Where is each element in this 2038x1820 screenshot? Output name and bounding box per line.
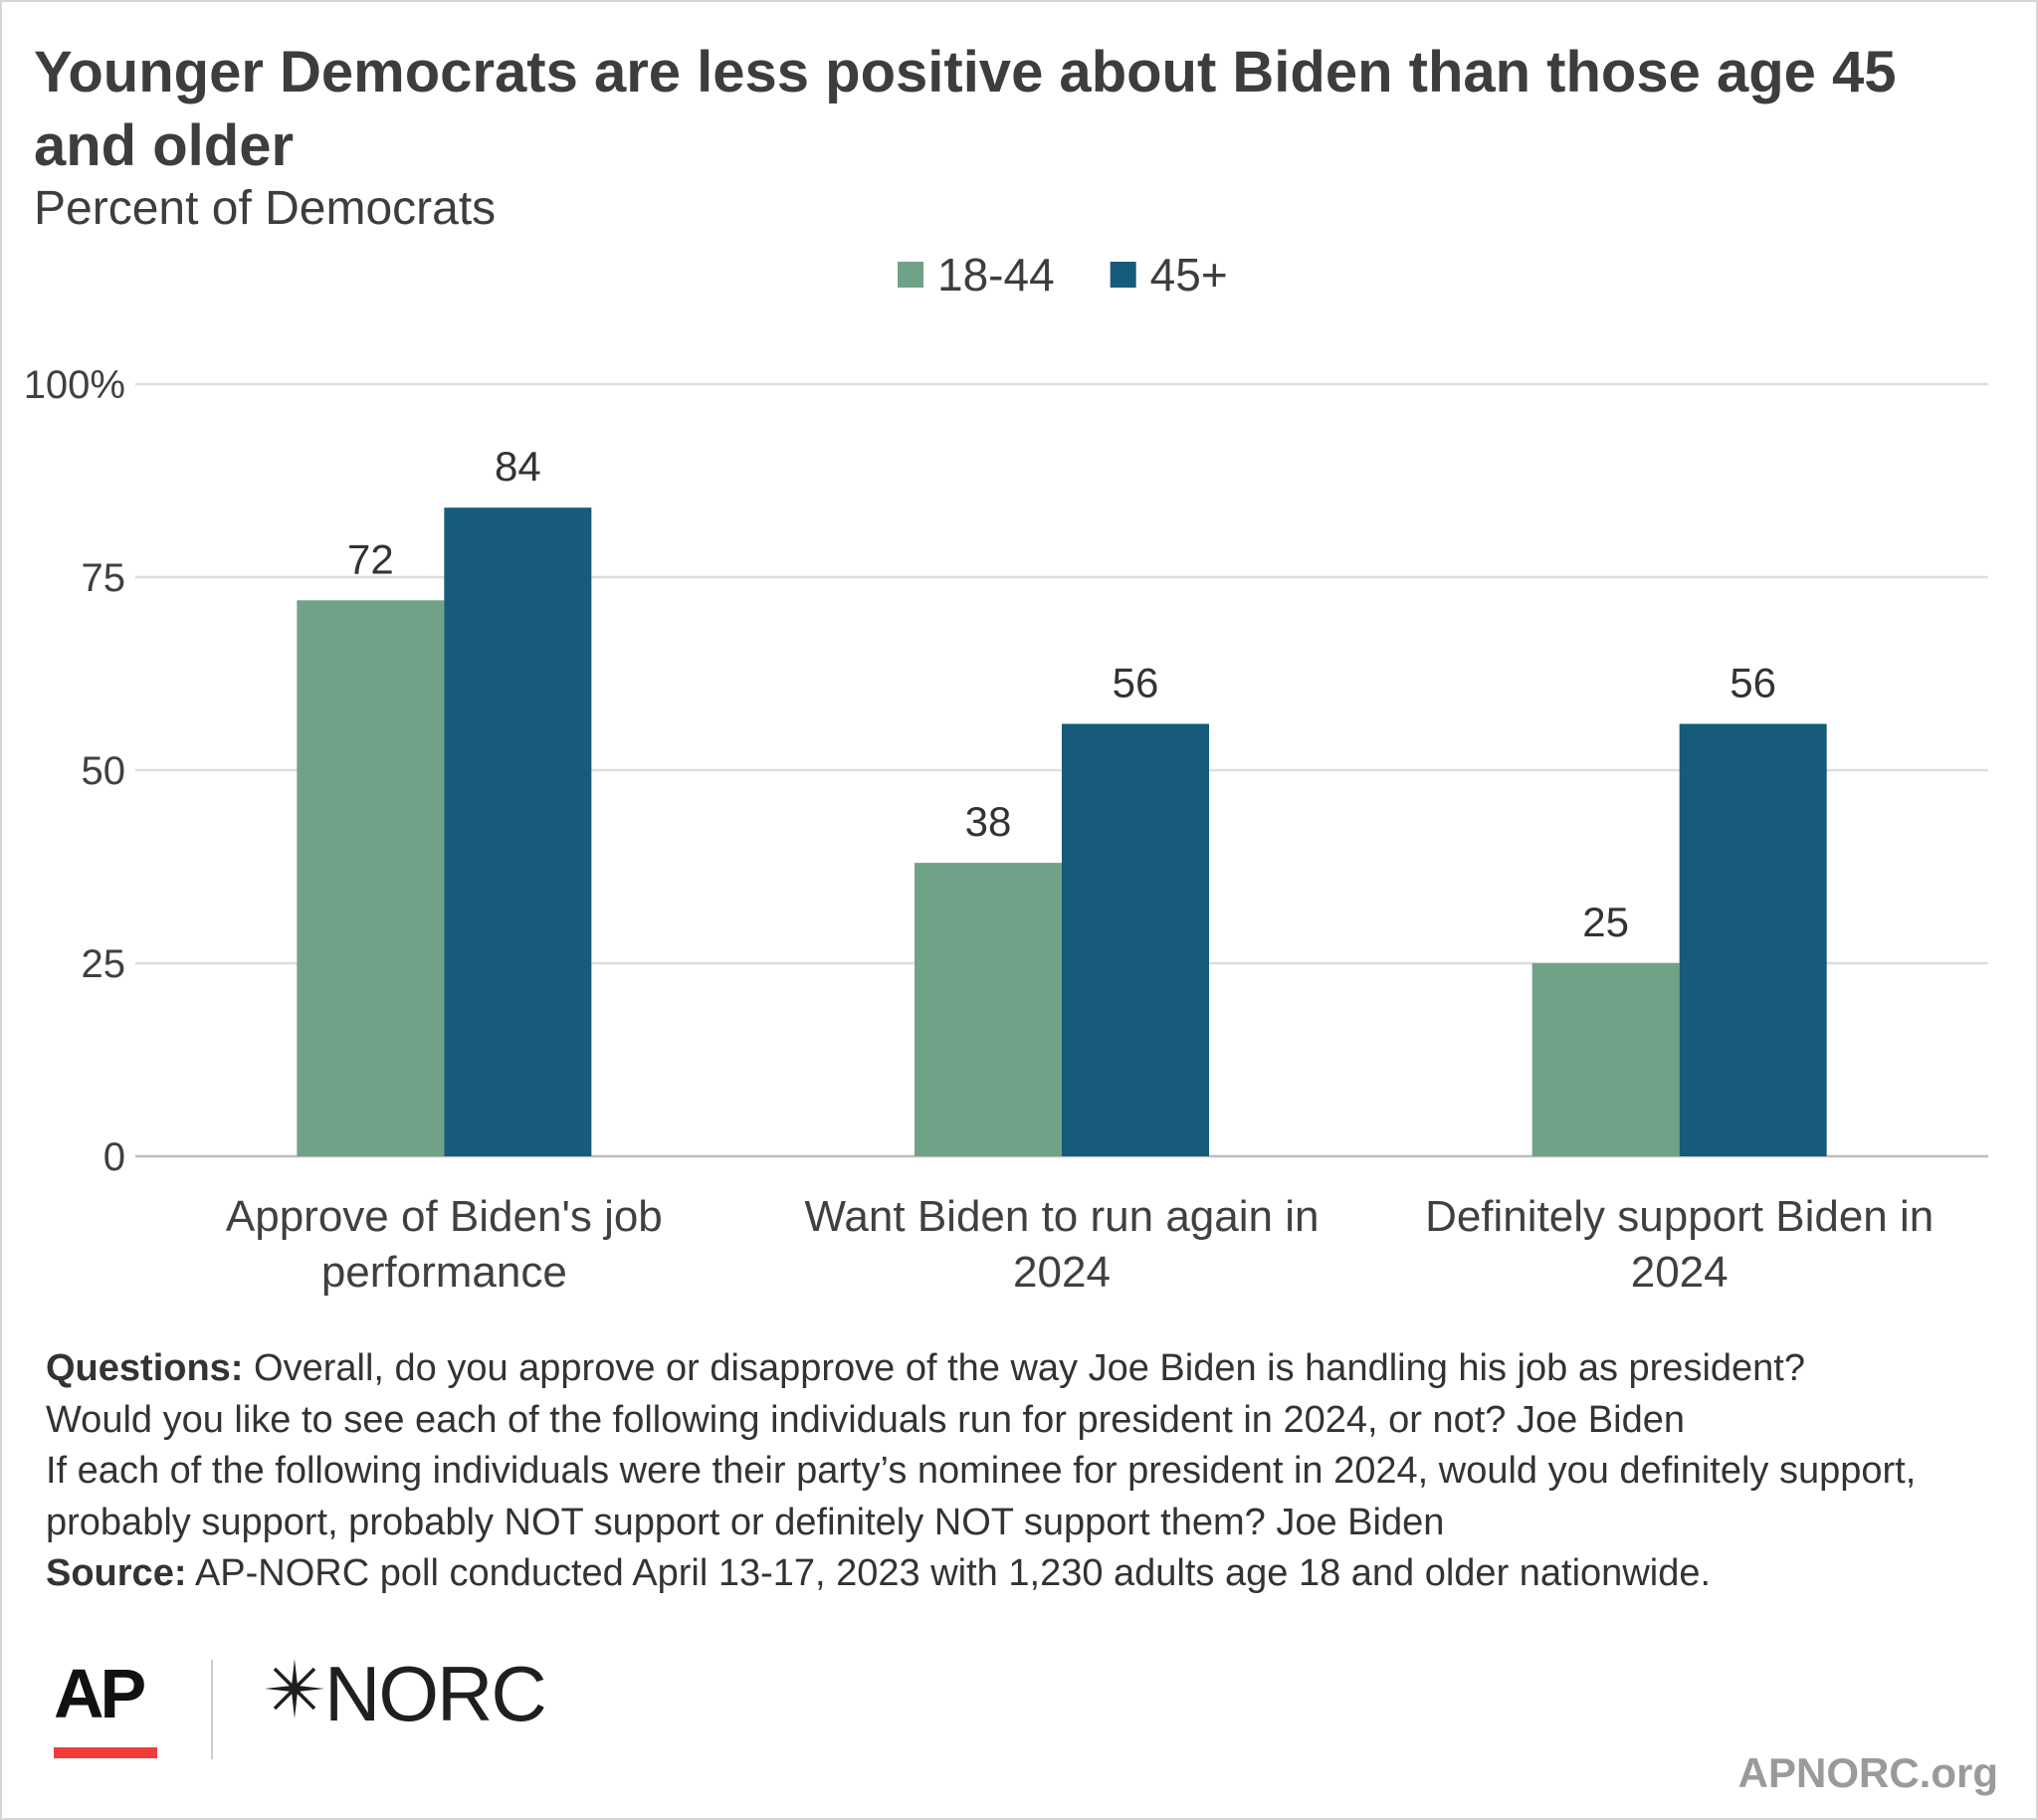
y-tick-label: 100% [24, 363, 125, 407]
note-question-2: Would you like to see each of the follow… [46, 1398, 1685, 1441]
x-tick-label: 2024 [1013, 1248, 1111, 1297]
ap-logo-underline [54, 1747, 157, 1758]
y-tick-label: 25 [82, 942, 126, 986]
legend-swatch [898, 262, 923, 288]
x-tick-label: performance [321, 1248, 567, 1297]
bar [297, 600, 445, 1156]
source-text: AP-NORC poll conducted April 13-17, 2023… [186, 1552, 1712, 1594]
bar [1531, 963, 1680, 1156]
x-tick-label: Want Biden to run again in [805, 1192, 1320, 1241]
chart-subtitle: Percent of Democrats [34, 182, 497, 235]
source-label: Source: [46, 1552, 187, 1594]
bar-chart: 0 25 50 75 100% 18-44 45+ 72 84 Approve of Biden'… [24, 249, 1988, 1297]
note-source: Source: AP-NORC poll conducted April 13-… [46, 1548, 2016, 1600]
chart-notes: Questions: Overall, do you approve or di… [46, 1343, 2016, 1600]
bar [915, 863, 1062, 1156]
y-tick-label: 75 [82, 556, 126, 600]
legend-swatch [1110, 262, 1136, 288]
norc-star-icon [265, 1659, 324, 1719]
bar [444, 507, 592, 1156]
question-1-text: Overall, do you approve or disapprove of… [243, 1347, 1805, 1389]
note-question-1: Questions: Overall, do you approve or di… [46, 1343, 2016, 1395]
site-url: APNORC.org [1737, 1749, 1998, 1796]
questions-label: Questions: [46, 1347, 244, 1389]
x-tick-label: Definitely support Biden in [1425, 1192, 1934, 1241]
bar-value-label: 56 [1113, 659, 1159, 706]
bar [1679, 723, 1827, 1156]
y-tick-label: 50 [82, 749, 126, 793]
bar-value-label: 56 [1730, 659, 1776, 706]
y-tick-label: 0 [103, 1135, 125, 1179]
ap-logo-text: AP [54, 1655, 146, 1732]
legend-label: 45+ [1150, 249, 1228, 301]
legend-label: 18-44 [937, 249, 1055, 301]
ap-logo: AP [54, 1652, 163, 1761]
bar-value-label: 84 [495, 443, 541, 490]
chart-title: Younger Democrats are less positive abou… [34, 40, 1897, 178]
x-tick-label: 2024 [1631, 1248, 1729, 1297]
bar-value-label: 72 [347, 535, 394, 582]
logo-divider [211, 1660, 213, 1759]
x-tick-label: Approve of Biden's job [226, 1192, 663, 1241]
bar [1062, 723, 1209, 1156]
bar-value-label: 25 [1582, 899, 1629, 945]
note-question-3: If each of the following individuals wer… [46, 1450, 1917, 1543]
norc-logo-text: NORC [324, 1650, 547, 1737]
bar-value-label: 38 [965, 798, 1012, 845]
